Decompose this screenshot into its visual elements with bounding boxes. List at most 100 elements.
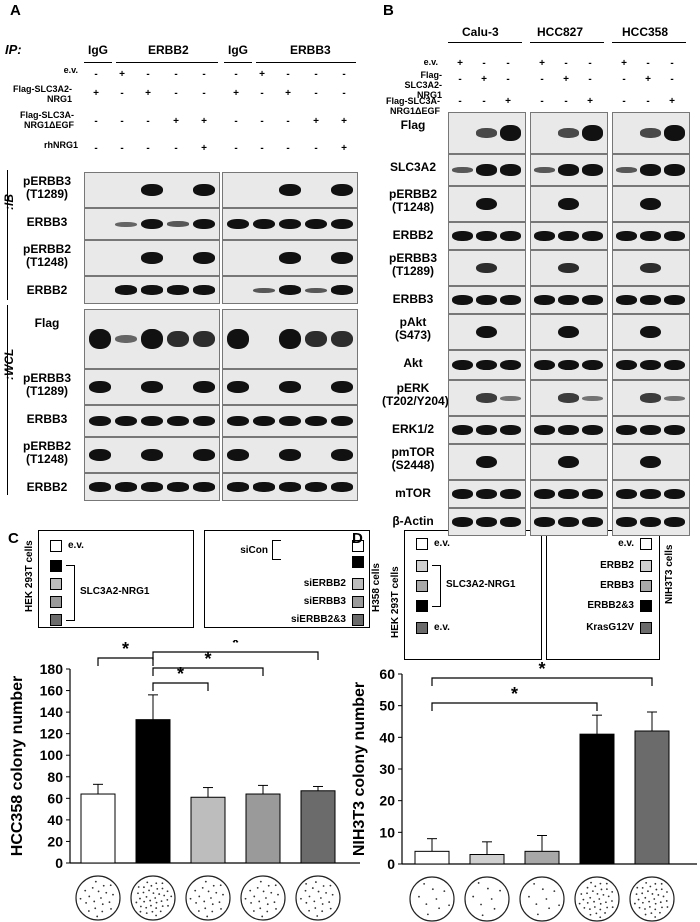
blot-row-label: pERBB2 (T1248): [388, 187, 437, 214]
blot-band: [305, 482, 327, 492]
blot-band: [616, 517, 637, 527]
legend-title-nih3t3: NIH3T3 cells: [664, 544, 675, 604]
y-tick-label: 40: [47, 812, 63, 828]
bar: [190, 796, 226, 864]
blot-band: [89, 449, 111, 461]
colony-dot: [262, 890, 265, 893]
panel-b-sign: -: [588, 58, 592, 69]
colony-dot: [435, 898, 438, 900]
legend-title-hek293t: HEK 293T cells: [24, 540, 35, 612]
bar: [634, 730, 670, 865]
cell-underline: [448, 42, 522, 43]
colony-dot: [101, 903, 104, 906]
colony-dot: [650, 912, 653, 915]
colony-plate: [240, 875, 286, 921]
panel-a-sign: +: [201, 143, 207, 154]
cond-flag-slc3a-nrg1-degf: Flag-SLC3A-NRG1ΔEGF: [20, 110, 74, 130]
colony-dot: [472, 895, 475, 898]
blot-band: [664, 231, 685, 241]
colony-dot: [593, 900, 595, 903]
blot-band: [89, 381, 111, 393]
blot-band: [558, 425, 579, 435]
legend-title-hek293t-d: HEK 293T cells: [390, 566, 401, 638]
blot-panel: [612, 480, 690, 508]
colony-dot: [448, 904, 450, 907]
legend-d-right-erbb2-3: ERBB2&3: [587, 600, 634, 611]
colony-dot: [212, 884, 215, 887]
colony-dot: [641, 892, 644, 895]
blot-band: [534, 517, 555, 527]
ip-label: IP:: [5, 42, 22, 57]
blot-band: [452, 489, 473, 499]
colony-dot: [101, 910, 104, 913]
blot-band: [167, 330, 189, 348]
colony-dot: [654, 882, 657, 885]
colony-dot: [195, 902, 197, 904]
panel-a-sign: -: [120, 88, 124, 99]
blot-band: [476, 325, 497, 339]
blot-panel: [530, 112, 608, 154]
colony-dot: [145, 912, 148, 914]
blot-panel: [222, 172, 358, 208]
blot-row-label: pERBB3 (T1289): [22, 174, 71, 201]
legend-bracket: [432, 565, 441, 607]
blot-band: [582, 231, 603, 241]
panel-a-sign: -: [94, 69, 98, 80]
blot-band: [331, 330, 353, 348]
colony-dot: [604, 912, 606, 914]
colony-dot: [305, 882, 308, 885]
blot-band: [167, 415, 189, 427]
blot-row-label: Flag: [400, 118, 426, 132]
colony-dot: [167, 904, 169, 907]
legend-box-h358: [204, 530, 370, 628]
colony-plate: [185, 875, 231, 921]
cell-underline: [612, 42, 686, 43]
colony-dot: [166, 898, 169, 901]
panel-b-sign: +: [587, 96, 593, 107]
colony-dot: [261, 915, 264, 918]
blot-band: [89, 328, 111, 350]
blot-row-label: ERK1/2: [391, 422, 435, 436]
colony-dot: [599, 882, 602, 885]
panel-b-sign: +: [457, 58, 463, 69]
colony-dot: [203, 900, 206, 903]
colony-dot: [321, 910, 324, 913]
legend-d-item-ev: e.v.: [434, 538, 450, 549]
colony-dot: [431, 888, 434, 891]
colony-dot: [648, 905, 651, 908]
significance-marker: *: [177, 664, 184, 684]
panel-a-sign: -: [234, 116, 238, 127]
panel-b-sign: -: [458, 96, 462, 107]
blot-band: [279, 252, 301, 264]
legend-item-ev: e.v.: [68, 540, 84, 551]
colony-dot: [319, 897, 322, 899]
blot-band: [331, 381, 353, 393]
colony-dot: [487, 887, 489, 890]
legend-item-sierbb2: siERBB2: [303, 578, 346, 589]
colony-dot: [273, 901, 276, 904]
blot-band: [500, 425, 521, 435]
colony-dot: [426, 913, 429, 916]
colony-dot: [599, 902, 602, 905]
colony-dot: [194, 889, 197, 892]
panel-a-sign: -: [314, 143, 318, 154]
legend-swatch: [640, 622, 652, 634]
b-cond-flag-slc3a-nrg1-degf: Flag-SLC3A-NRG1ΔEGF: [386, 96, 440, 116]
blot-band: [534, 489, 555, 499]
panel-b-sign: -: [458, 74, 462, 85]
colony-dot: [594, 885, 597, 888]
panel-a-sign: -: [174, 69, 178, 80]
colony-dot: [659, 901, 662, 904]
blot-band: [305, 330, 327, 348]
blot-panel: [612, 314, 690, 350]
blot-band: [167, 221, 189, 227]
colony-dot: [599, 908, 602, 911]
panel-b-sign: +: [669, 96, 675, 107]
colony-dot: [102, 884, 105, 887]
colony-dot: [275, 908, 277, 910]
colony-dot: [425, 903, 428, 906]
blot-band: [558, 455, 579, 469]
blot-panel: [448, 444, 526, 480]
blot-panel: [84, 208, 220, 240]
colony-dot: [654, 916, 657, 918]
